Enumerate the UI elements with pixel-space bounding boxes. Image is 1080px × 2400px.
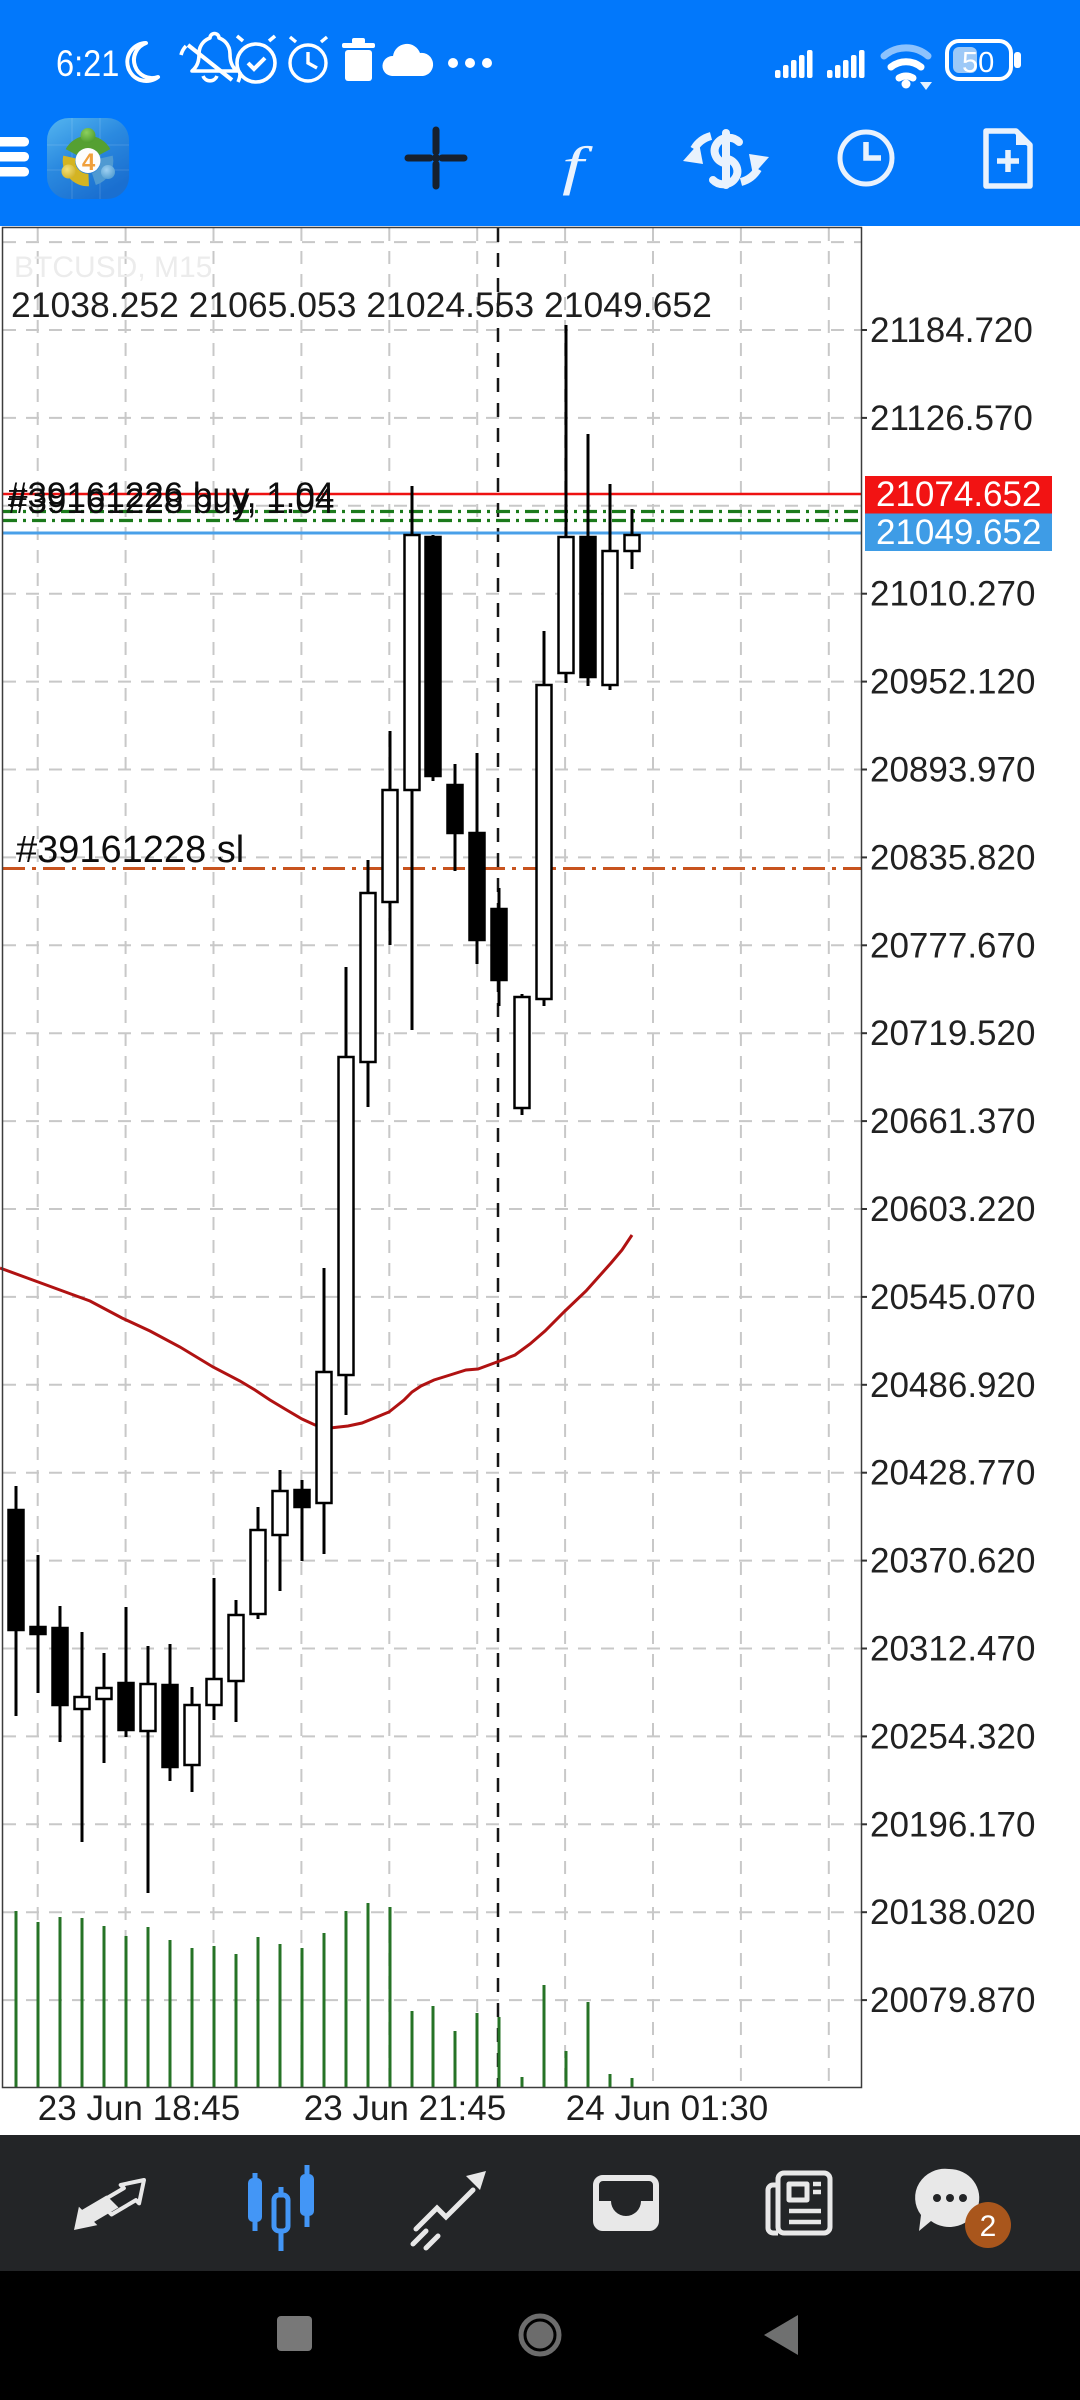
svg-text:f: f xyxy=(562,136,593,196)
svg-text:2: 2 xyxy=(980,2210,997,2243)
svg-text:20777.670: 20777.670 xyxy=(870,926,1035,965)
svg-text:#39161226 buy, 1.04: #39161226 buy, 1.04 xyxy=(8,476,334,515)
svg-text:21184.720: 21184.720 xyxy=(870,311,1033,350)
svg-text:21038.252 21065.053 21024.553: 21038.252 21065.053 21024.553 21049.652 xyxy=(11,285,712,325)
svg-text:23 Jun 18:45: 23 Jun 18:45 xyxy=(38,2089,240,2128)
svg-text:20428.770: 20428.770 xyxy=(870,1454,1035,1493)
svg-text:21074.652: 21074.652 xyxy=(876,475,1041,514)
svg-text:24 Jun 01:30: 24 Jun 01:30 xyxy=(566,2089,768,2128)
svg-text:21126.570: 21126.570 xyxy=(870,399,1033,438)
svg-text:4: 4 xyxy=(82,149,96,176)
svg-text:#39161228 buy, 1.04: #39161228 buy, 1.04 xyxy=(8,482,334,521)
svg-text:BTCUSD, M15: BTCUSD, M15 xyxy=(14,251,212,284)
svg-text:20661.370: 20661.370 xyxy=(870,1102,1035,1141)
svg-text:20486.920: 20486.920 xyxy=(870,1366,1035,1405)
svg-text:20079.870: 20079.870 xyxy=(870,1981,1035,2020)
svg-text:21010.270: 21010.270 xyxy=(870,575,1035,614)
svg-text:21049.652: 21049.652 xyxy=(876,513,1041,552)
svg-text:6:21: 6:21 xyxy=(56,43,119,84)
svg-text:23 Jun 21:45: 23 Jun 21:45 xyxy=(304,2089,506,2128)
svg-text:20545.070: 20545.070 xyxy=(870,1278,1035,1317)
svg-text:20370.620: 20370.620 xyxy=(870,1542,1035,1581)
svg-text:20719.520: 20719.520 xyxy=(870,1014,1035,1053)
svg-text:20254.320: 20254.320 xyxy=(870,1717,1035,1756)
svg-text:#39161228 sl: #39161228 sl xyxy=(16,829,244,871)
svg-text:20138.020: 20138.020 xyxy=(870,1893,1035,1932)
svg-text:20835.820: 20835.820 xyxy=(870,838,1035,877)
svg-text:20312.470: 20312.470 xyxy=(870,1630,1035,1669)
svg-text:20893.970: 20893.970 xyxy=(870,751,1035,790)
svg-text:50: 50 xyxy=(962,47,994,79)
svg-text:20952.120: 20952.120 xyxy=(870,663,1035,702)
svg-text:20603.220: 20603.220 xyxy=(870,1190,1035,1229)
svg-text:20196.170: 20196.170 xyxy=(870,1805,1035,1844)
